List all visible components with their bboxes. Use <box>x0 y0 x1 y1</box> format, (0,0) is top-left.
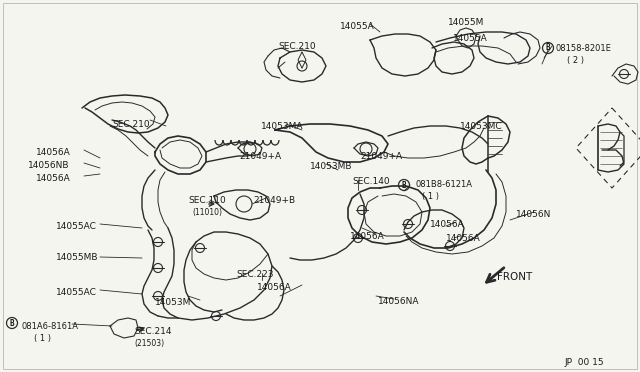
Text: 14053M: 14053M <box>155 298 191 307</box>
Text: 14053MC: 14053MC <box>460 122 502 131</box>
Text: 14055AC: 14055AC <box>56 288 97 297</box>
Text: (11010): (11010) <box>192 208 222 217</box>
Text: SEC.140: SEC.140 <box>352 177 390 186</box>
Text: SEC.214: SEC.214 <box>134 327 172 336</box>
Text: SEC.223: SEC.223 <box>236 270 273 279</box>
Text: 14056A: 14056A <box>36 148 71 157</box>
Text: SEC.210: SEC.210 <box>278 42 316 51</box>
Text: 14056A: 14056A <box>446 234 481 243</box>
Text: (21503): (21503) <box>134 339 164 348</box>
Text: 21049+A: 21049+A <box>360 152 402 161</box>
Text: 08158-8201E: 08158-8201E <box>555 44 611 53</box>
Text: FRONT: FRONT <box>497 272 532 282</box>
Text: 14053MA: 14053MA <box>261 122 303 131</box>
Text: 14056A: 14056A <box>257 283 292 292</box>
Text: 14056NA: 14056NA <box>378 297 419 306</box>
Text: 14056NB: 14056NB <box>28 161 70 170</box>
Text: 21049+A: 21049+A <box>239 152 281 161</box>
Text: B: B <box>10 318 14 327</box>
Text: B: B <box>546 44 550 52</box>
Text: 14056N: 14056N <box>516 210 552 219</box>
Text: SEC.110: SEC.110 <box>188 196 226 205</box>
Text: 081B8-6121A: 081B8-6121A <box>415 180 472 189</box>
Text: 14055M: 14055M <box>448 18 484 27</box>
Text: 081A6-8161A: 081A6-8161A <box>22 322 79 331</box>
Text: B: B <box>402 180 406 189</box>
Text: 14055MB: 14055MB <box>56 253 99 262</box>
Text: 21049+B: 21049+B <box>253 196 295 205</box>
Text: ( 1 ): ( 1 ) <box>422 192 439 201</box>
Text: JP  00 15: JP 00 15 <box>564 358 604 367</box>
Text: SEC.210: SEC.210 <box>112 120 150 129</box>
Text: ( 2 ): ( 2 ) <box>567 56 584 65</box>
Text: 14055A: 14055A <box>453 34 488 43</box>
Text: ( 1 ): ( 1 ) <box>34 334 51 343</box>
Text: 14056A: 14056A <box>430 220 465 229</box>
Text: 14055A: 14055A <box>340 22 375 31</box>
Text: 14055AC: 14055AC <box>56 222 97 231</box>
Text: 14053MB: 14053MB <box>310 162 353 171</box>
Text: 14056A: 14056A <box>36 174 71 183</box>
Text: 14056A: 14056A <box>350 232 385 241</box>
